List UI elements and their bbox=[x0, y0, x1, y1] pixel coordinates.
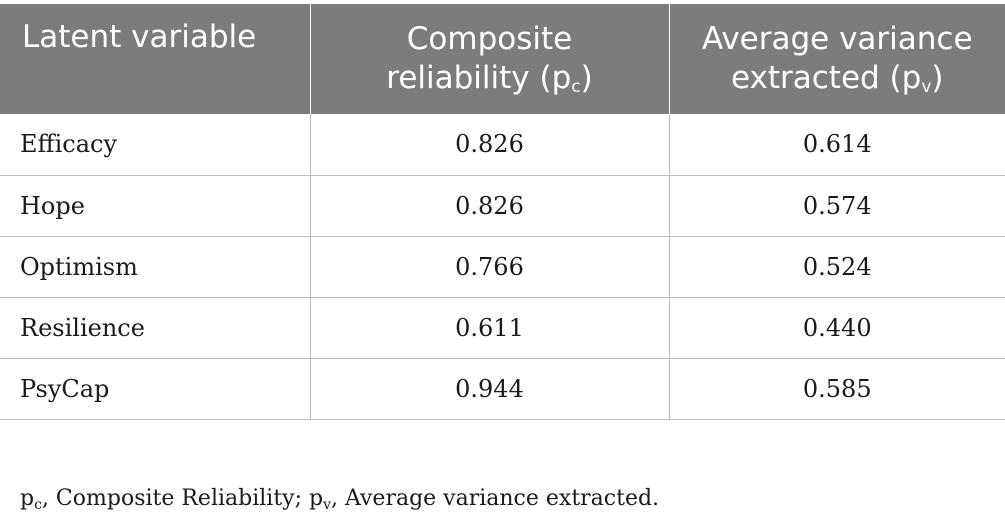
cell-average-variance: 0.440 bbox=[668, 297, 1005, 359]
table-row: Efficacy 0.826 0.614 bbox=[0, 114, 1005, 176]
cell-variable: Optimism bbox=[0, 236, 310, 298]
header-latent-variable: Latent variable bbox=[0, 4, 310, 114]
cell-average-variance: 0.524 bbox=[668, 236, 1005, 298]
cell-composite-reliability: 0.826 bbox=[309, 175, 669, 237]
header-row: Latent variable Composite reliability (p… bbox=[0, 4, 1005, 114]
table-row: Optimism 0.766 0.524 bbox=[0, 236, 1005, 298]
header-ave-subscript: v bbox=[921, 77, 932, 97]
cell-variable: Resilience bbox=[0, 297, 310, 359]
cell-composite-reliability: 0.611 bbox=[309, 297, 669, 359]
footnote-text1: , Composite Reliability; p bbox=[41, 486, 324, 511]
header-composite-line1: Composite bbox=[406, 21, 573, 57]
cell-composite-reliability: 0.826 bbox=[309, 114, 669, 176]
header-composite-reliability: Composite reliability (pc) bbox=[309, 4, 669, 114]
footnote-text2: , Average variance extracted. bbox=[331, 486, 660, 511]
table-row: Hope 0.826 0.574 bbox=[0, 175, 1005, 237]
header-composite-subscript: c bbox=[571, 77, 581, 97]
cell-variable: Hope bbox=[0, 175, 310, 237]
table-footnote: pc, Composite Reliability; pv, Average v… bbox=[20, 486, 660, 513]
header-composite-line2: reliability (p bbox=[386, 60, 572, 96]
table-row: PsyCap 0.944 0.585 bbox=[0, 358, 1005, 420]
header-ave-line1: Average variance bbox=[701, 21, 973, 57]
cell-composite-reliability: 0.766 bbox=[309, 236, 669, 298]
table-body: Efficacy 0.826 0.614 Hope 0.826 0.574 Op… bbox=[0, 114, 1005, 420]
header-average-variance: Average variance extracted (pv) bbox=[668, 4, 1005, 114]
header-ave-line2: extracted (p bbox=[730, 60, 922, 96]
table-row: Resilience 0.611 0.440 bbox=[0, 297, 1005, 359]
cell-average-variance: 0.574 bbox=[668, 175, 1005, 237]
cell-variable: Efficacy bbox=[0, 114, 310, 176]
cell-variable: PsyCap bbox=[0, 358, 310, 420]
header-ave-close: ) bbox=[931, 60, 944, 96]
footnote-sub-v: v bbox=[323, 497, 332, 513]
cell-average-variance: 0.585 bbox=[668, 358, 1005, 420]
cell-composite-reliability: 0.944 bbox=[309, 358, 669, 420]
cell-average-variance: 0.614 bbox=[668, 114, 1005, 176]
footnote-sub-c: c bbox=[34, 497, 42, 513]
footnote-p1: p bbox=[20, 486, 35, 511]
table-header: Latent variable Composite reliability (p… bbox=[0, 4, 1005, 114]
header-composite-close: ) bbox=[580, 60, 593, 96]
reliability-table: Latent variable Composite reliability (p… bbox=[0, 4, 1005, 420]
